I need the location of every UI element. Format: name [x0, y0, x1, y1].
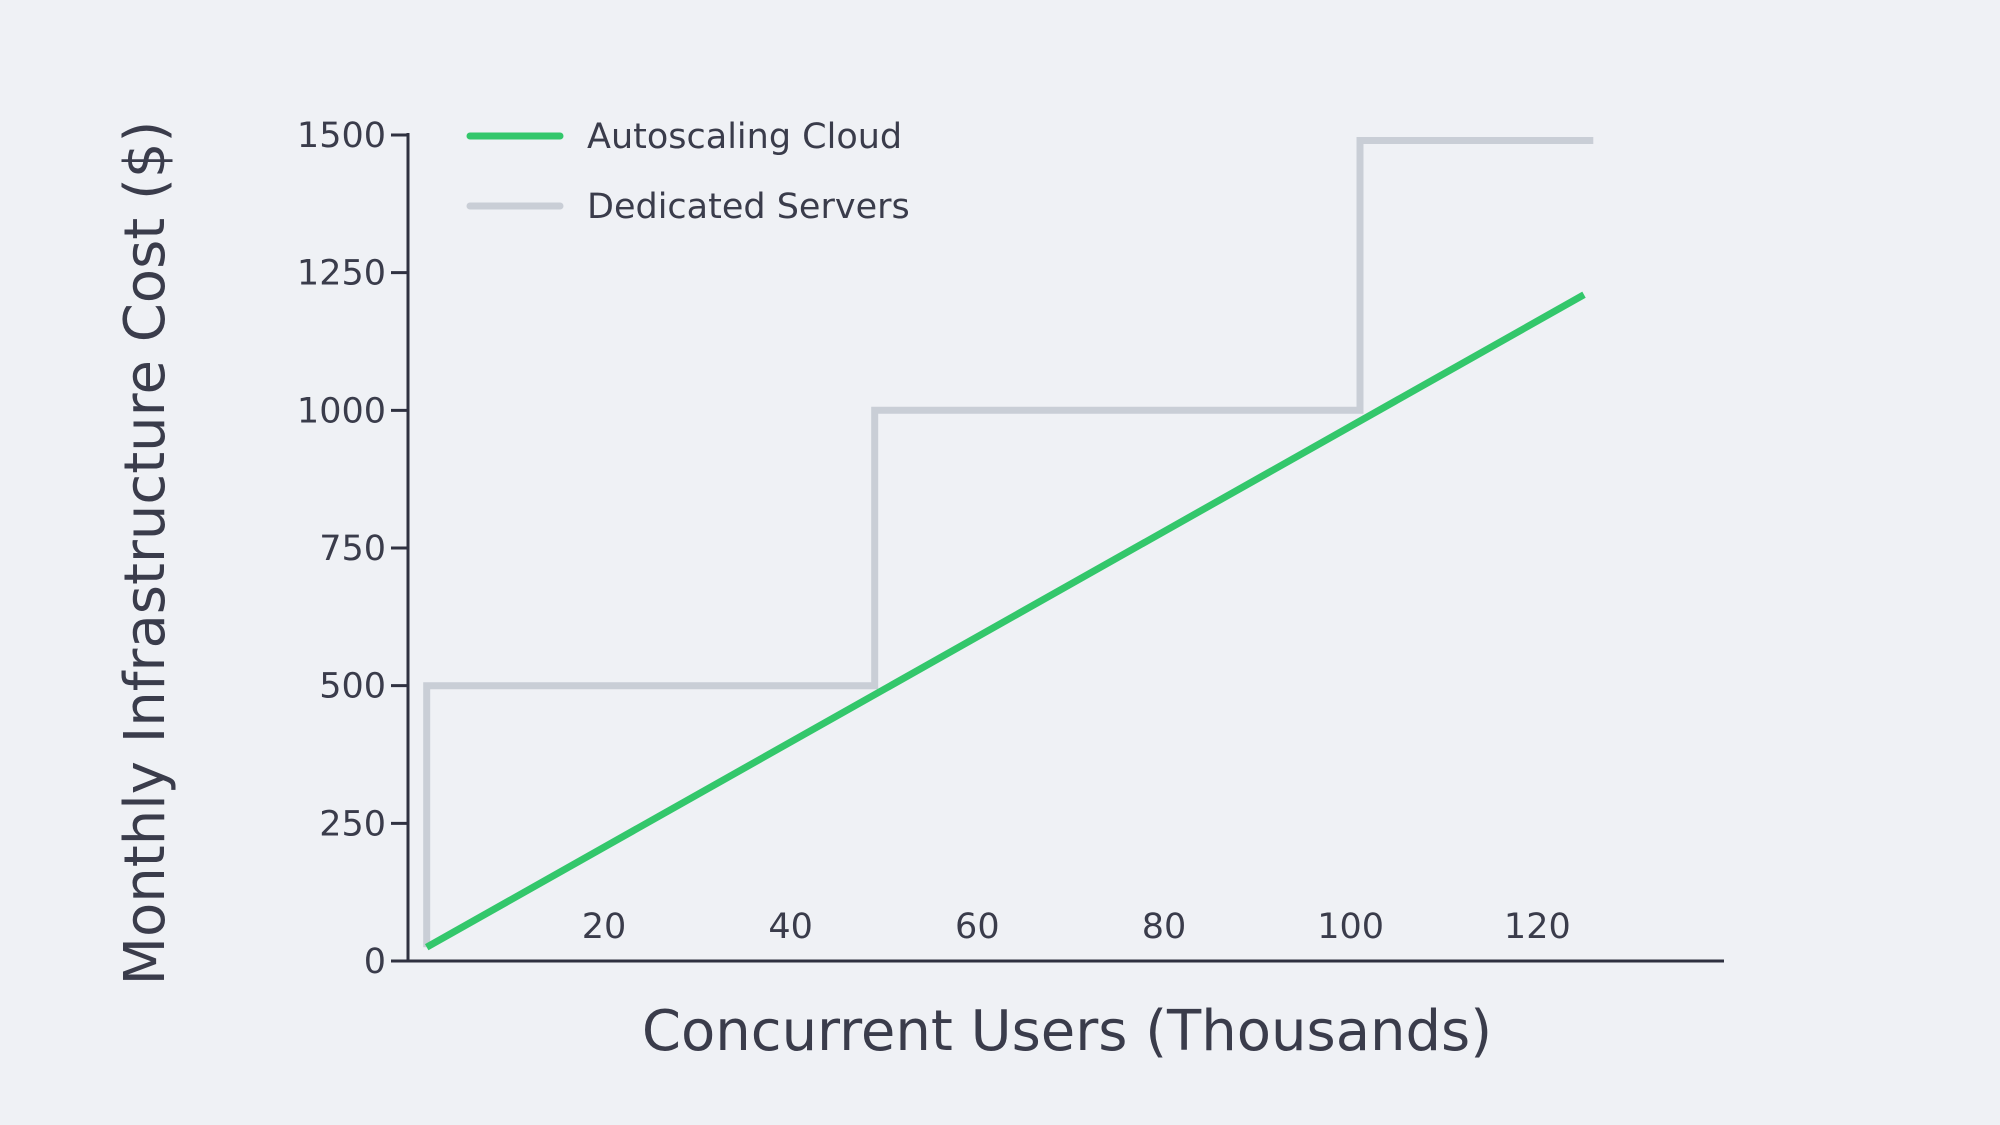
axes-layer — [406, 133, 1724, 963]
y-tick-label: 500 — [319, 667, 386, 707]
x-tick-label: 80 — [1142, 907, 1187, 947]
series-line-autoscaling-cloud — [424, 291, 1586, 951]
y-tick-label: 1000 — [297, 391, 386, 431]
y-tick-label: 1500 — [297, 116, 386, 156]
ticks-layer: 0 250 500 750 1000 1250 1500 20 40 60 80 100 120 — [297, 116, 1571, 982]
x-tick-label: 20 — [582, 907, 627, 947]
y-tick-label: 750 — [319, 529, 386, 569]
x-tick-label: 40 — [768, 907, 813, 947]
x-tick-label: 120 — [1504, 907, 1571, 947]
y-tick-label: 0 — [364, 942, 386, 982]
legend-label: Dedicated Servers — [587, 187, 910, 227]
y-axis-title: Monthly Infrastructure Cost ($) — [113, 121, 178, 986]
series-layer — [423, 137, 1594, 951]
legend-label: Autoscaling Cloud — [587, 117, 902, 157]
x-tick-label: 60 — [955, 907, 1000, 947]
x-tick-label: 100 — [1317, 907, 1384, 947]
y-tick-label: 1250 — [297, 254, 386, 294]
x-axis-title: Concurrent Users (Thousands) — [642, 999, 1492, 1064]
series-line-dedicated-servers — [423, 137, 1594, 948]
y-tick-label: 250 — [319, 804, 386, 844]
legend: Autoscaling Cloud Dedicated Servers — [466, 117, 910, 227]
